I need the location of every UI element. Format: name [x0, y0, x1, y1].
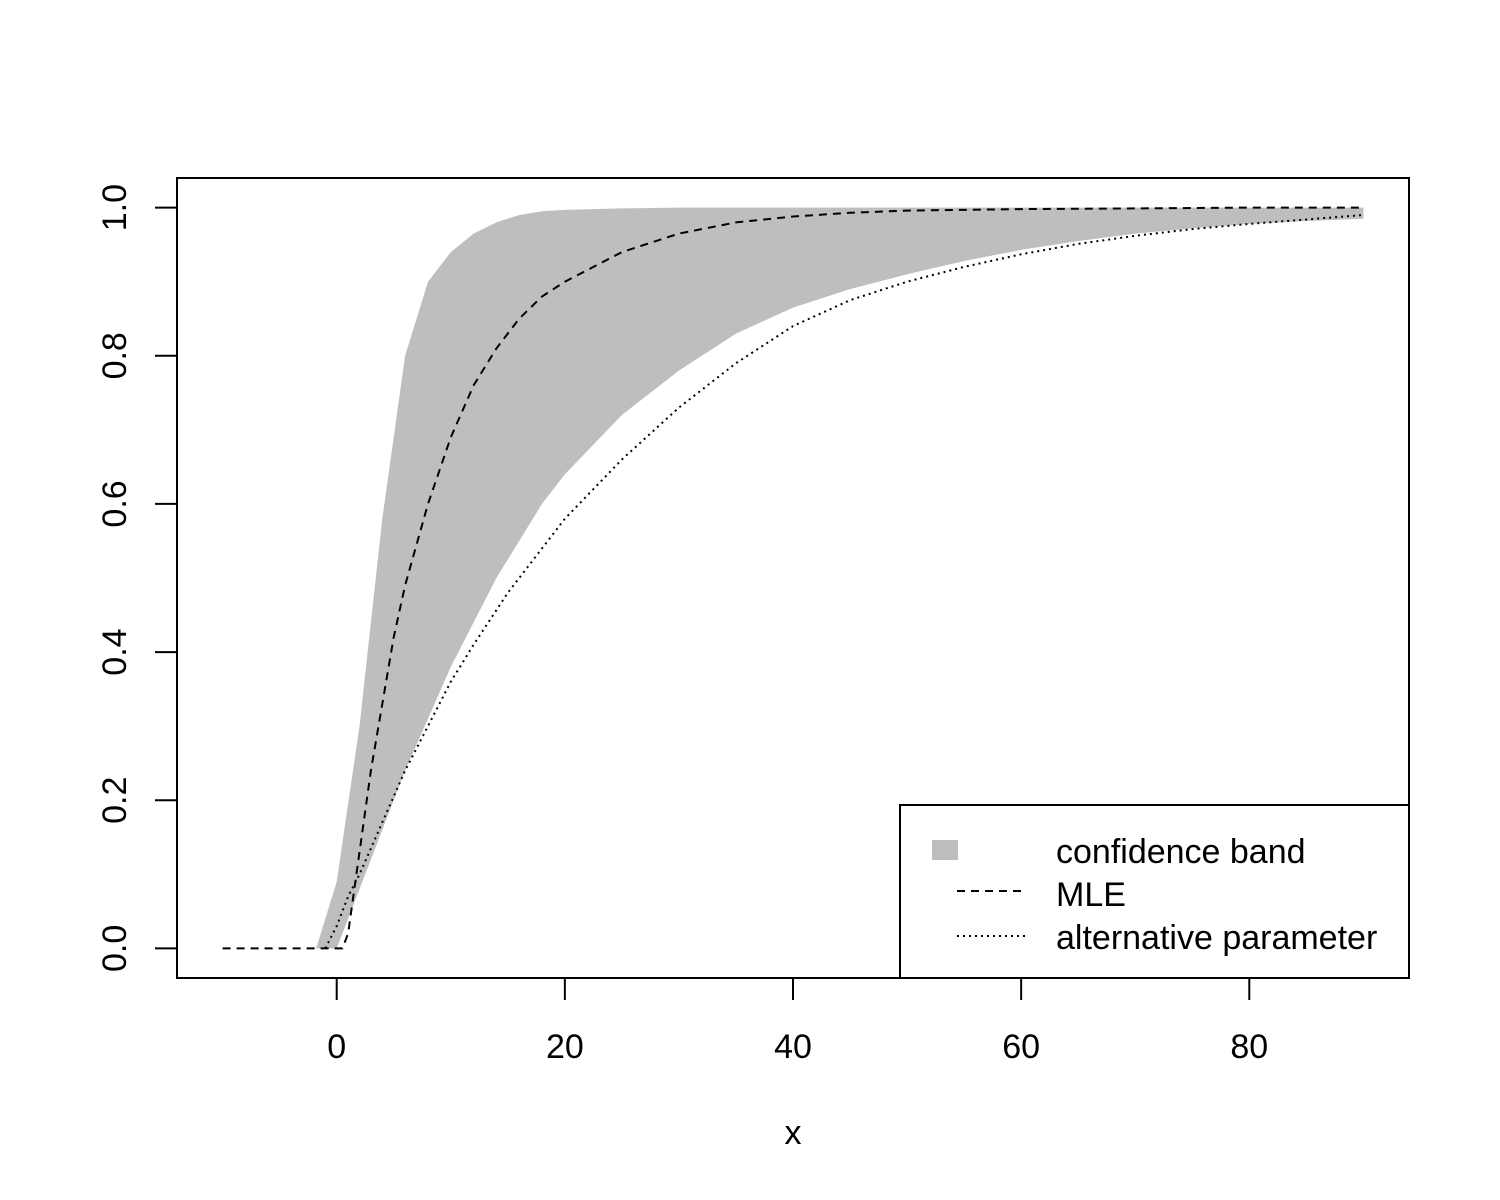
series-line-alternative-parameter — [324, 214, 1364, 949]
x-tick-label: 0 — [327, 1028, 346, 1066]
legend-label-alternative-parameter: alternative parameter — [1056, 919, 1377, 957]
legend-swatch-confidence-band — [932, 840, 958, 860]
legend-label-mle: MLE — [1056, 876, 1126, 914]
y-tick-label: 1.0 — [96, 184, 134, 231]
x-tick-label: 40 — [774, 1028, 812, 1066]
legend-label-confidence-band: confidence band — [1056, 833, 1306, 871]
x-tick-label: 80 — [1230, 1028, 1268, 1066]
y-tick-label: 0.4 — [96, 628, 134, 675]
x-tick-label: 20 — [546, 1028, 584, 1066]
y-tick-label: 0.8 — [96, 332, 134, 379]
y-axis: 0.0 0.2 0.4 0.6 0.8 1.0 — [96, 184, 178, 972]
confidence-band — [316, 207, 1364, 949]
legend: confidence band MLE alternative paramete… — [899, 804, 1410, 979]
series-line-mle — [222, 206, 1364, 950]
x-axis: 0 20 40 60 80 — [327, 977, 1268, 1066]
x-axis-title: x — [785, 1114, 802, 1152]
x-tick-label: 60 — [1002, 1028, 1040, 1066]
y-tick-label: 0.6 — [96, 480, 134, 527]
plot-area — [222, 206, 1364, 950]
y-tick-label: 0.0 — [96, 925, 134, 972]
legend-box — [899, 804, 1410, 979]
y-tick-label: 0.2 — [96, 777, 134, 824]
